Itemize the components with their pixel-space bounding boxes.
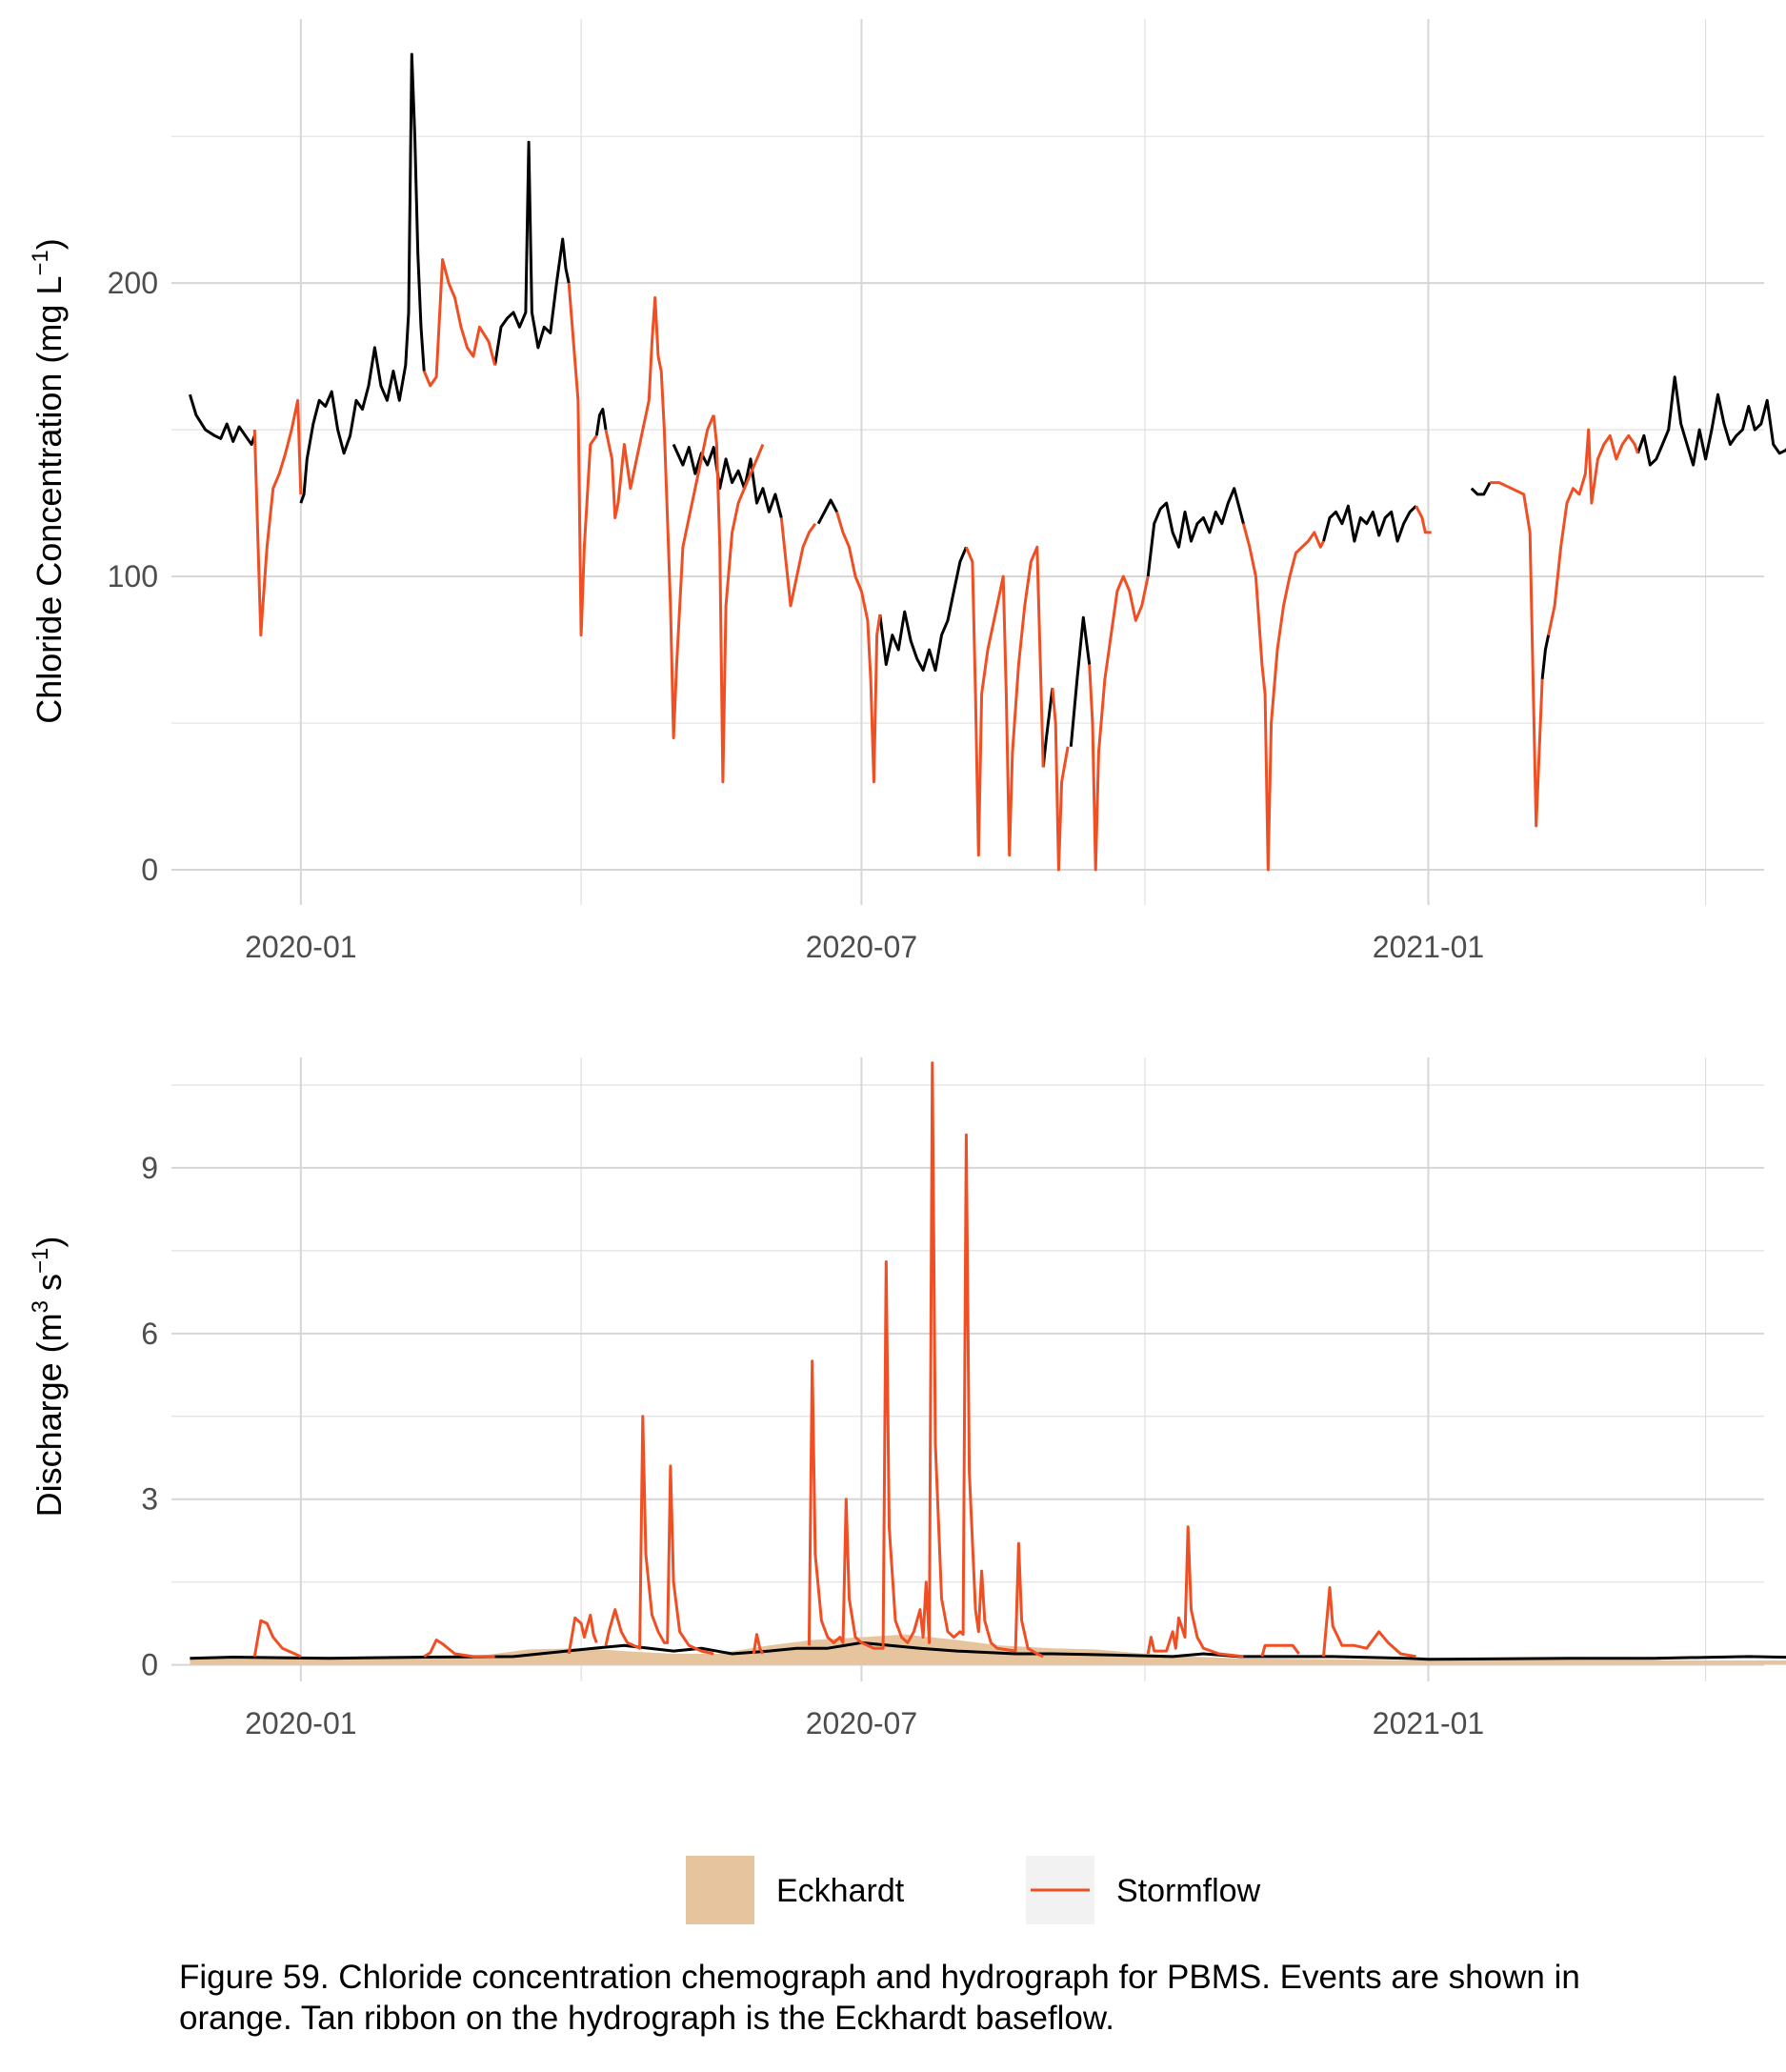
non-event-line-segment bbox=[1069, 615, 1092, 747]
non-event-line-segment bbox=[1146, 487, 1245, 577]
non-event-line-segment bbox=[493, 140, 571, 366]
non-event-line-segment bbox=[878, 546, 968, 673]
non-event-line-segment bbox=[816, 498, 838, 525]
stormflow-line-segment bbox=[1260, 1643, 1300, 1658]
chemograph-y-axis-title-main: Chloride Concentration (mg L bbox=[30, 276, 69, 724]
legend-label-stormflow: Stormflow bbox=[1116, 1873, 1261, 1909]
legend: Eckhardt Stormflow bbox=[686, 1856, 1261, 1924]
non-event-line-segment bbox=[299, 52, 426, 504]
non-event-line-segment bbox=[1635, 375, 1786, 467]
stormflow-line-segment bbox=[1415, 505, 1432, 534]
non-event-line-segment bbox=[594, 408, 608, 436]
non-event-line-segment bbox=[672, 443, 783, 518]
stormflow-line-segment bbox=[422, 258, 497, 388]
hydrograph-y-axis-title-sup1: 3 bbox=[28, 1300, 53, 1313]
stormflow-line-segment bbox=[965, 545, 1045, 857]
y-tick-label: 200 bbox=[108, 266, 158, 300]
stormflow-line-segment bbox=[779, 517, 817, 608]
stormflow-line-segment bbox=[1146, 1525, 1244, 1659]
stormflow-line-segment bbox=[712, 414, 765, 784]
stormflow-line-segment bbox=[752, 1633, 765, 1655]
chemograph-grid bbox=[171, 19, 1764, 905]
non-event-line-segment bbox=[1322, 504, 1417, 543]
caption-line-1: Figure 59. Chloride concentration chemog… bbox=[179, 1959, 1580, 1996]
x-tick-label: 2020-07 bbox=[806, 930, 917, 964]
stormflow-line-segment bbox=[835, 511, 882, 784]
chemograph-series bbox=[188, 52, 1786, 872]
y-tick-label: 0 bbox=[141, 1648, 158, 1682]
hydrograph-y-axis-title-sup2: −1 bbox=[28, 1248, 53, 1274]
chemograph-y-axis-title-close: ) bbox=[30, 238, 69, 250]
stormflow-line-segment bbox=[1051, 687, 1070, 872]
hydrograph-y-axis-title-main: Discharge (m bbox=[30, 1313, 69, 1517]
caption-line-2: orange. Tan ribbon on the hydrograph is … bbox=[179, 2000, 1114, 2037]
stormflow-line-segment bbox=[604, 1415, 714, 1656]
hydrograph-x-tick-labels: 2020-01 2020-07 2021-01 bbox=[245, 1706, 1484, 1740]
stormflow-line-segment bbox=[567, 283, 598, 637]
chemograph-y-axis-title: Chloride Concentration (mg L−1) bbox=[28, 238, 69, 724]
non-event-line-segment bbox=[1540, 634, 1551, 680]
y-tick-label: 100 bbox=[108, 559, 158, 593]
stormflow-line-segment bbox=[1490, 481, 1544, 828]
non-event-line-segment bbox=[188, 393, 256, 446]
non-event-line-segment bbox=[1470, 481, 1492, 496]
stormflow-line-segment bbox=[252, 398, 303, 637]
hydrograph-y-tick-labels: 0 3 6 9 bbox=[141, 1151, 158, 1682]
stormflow-line-segment bbox=[807, 1061, 1044, 1659]
stormflow-line-segment bbox=[1241, 523, 1325, 872]
non-event-line-segment bbox=[1041, 687, 1054, 768]
stormflow-line-segment bbox=[1547, 428, 1639, 636]
figure-caption: Figure 59. Chloride concentration chemog… bbox=[179, 1957, 1786, 2062]
chemograph-y-axis-title-superscript: −1 bbox=[28, 250, 53, 275]
x-tick-label: 2020-01 bbox=[245, 930, 356, 964]
legend-label-eckhardt: Eckhardt bbox=[776, 1873, 905, 1909]
stormflow-line-segment bbox=[423, 1639, 495, 1659]
stormflow-line-segment bbox=[1088, 574, 1150, 872]
stormflow-line-segment bbox=[567, 1613, 598, 1655]
y-tick-label: 6 bbox=[141, 1317, 158, 1351]
eckhardt-baseflow-ribbon bbox=[190, 1634, 1786, 1665]
x-tick-label: 2021-01 bbox=[1373, 930, 1484, 964]
legend-key-eckhardt bbox=[686, 1856, 754, 1924]
hydrograph-y-axis-title: Discharge (m3 s−1) bbox=[28, 1237, 69, 1518]
hydrograph-series bbox=[190, 1061, 1786, 1665]
non-event-line bbox=[190, 1640, 1786, 1661]
y-tick-label: 9 bbox=[141, 1151, 158, 1185]
chemograph-x-tick-labels: 2020-01 2020-07 2021-01 bbox=[245, 930, 1484, 964]
chemograph-y-tick-labels: 0 100 200 bbox=[108, 266, 158, 887]
hydrograph-y-axis-title-mid: s bbox=[30, 1274, 69, 1300]
stormflow-line-segment bbox=[1322, 1586, 1416, 1659]
chemograph-chart: 0 100 200 2020-01 2020-07 2021-01 Chloride C… bbox=[28, 19, 1786, 964]
hydrograph-y-axis-title-close: ) bbox=[30, 1237, 69, 1248]
y-tick-label: 3 bbox=[141, 1482, 158, 1517]
x-tick-label: 2020-01 bbox=[245, 1706, 356, 1740]
stormflow-line-segment bbox=[604, 296, 715, 739]
stormflow-line-segment bbox=[252, 1619, 302, 1659]
x-tick-label: 2020-07 bbox=[806, 1706, 917, 1740]
y-tick-label: 0 bbox=[141, 853, 158, 887]
x-tick-label: 2021-01 bbox=[1373, 1706, 1484, 1740]
